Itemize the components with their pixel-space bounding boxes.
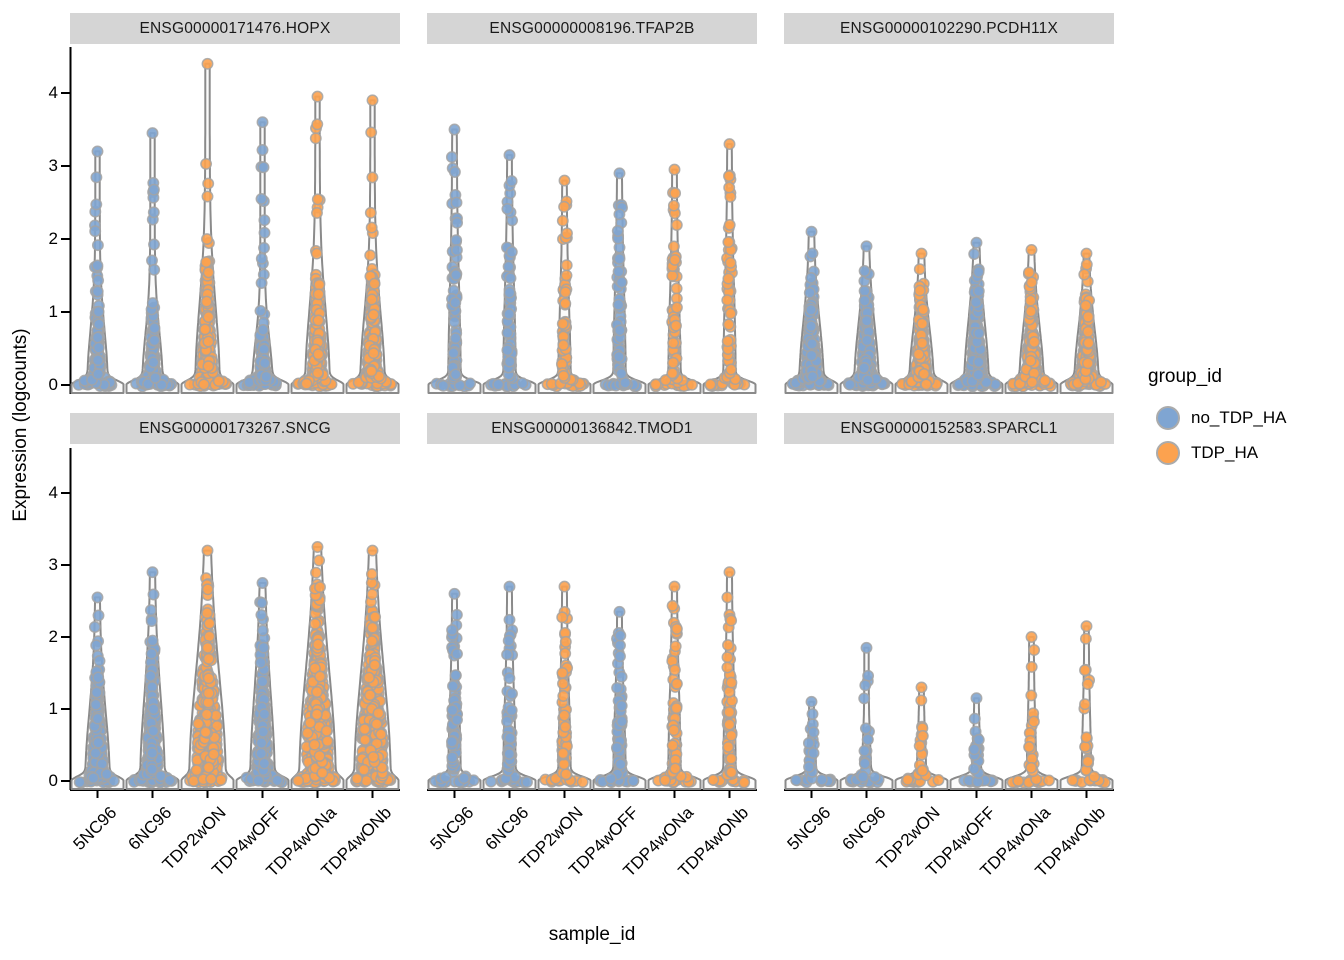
y-tick-label: 4 — [48, 83, 58, 102]
legend-item-no-tdp-ha: no_TDP_HA — [1148, 400, 1286, 435]
facet-title: ENSG00000008196.TFAP2B — [489, 19, 695, 37]
facet-strip: ENSG00000173267.SNCG — [70, 413, 400, 444]
facet-strip: ENSG00000102290.PCDH11X — [784, 13, 1114, 44]
facet-strip: ENSG00000136842.TMOD1 — [427, 413, 757, 444]
y-tick-label: 4 — [48, 483, 58, 502]
facet-strip: ENSG00000152583.SPARCL1 — [784, 413, 1114, 444]
facet-title: ENSG00000102290.PCDH11X — [839, 19, 1058, 37]
y-tick-label: 1 — [48, 699, 58, 718]
facet-strip: ENSG00000171476.HOPX — [70, 13, 400, 44]
x-axis-title: sample_id — [548, 924, 636, 945]
facet-title: ENSG00000171476.HOPX — [139, 19, 331, 37]
legend-item-label: TDP_HA — [1191, 442, 1259, 462]
facet-title: ENSG00000152583.SPARCL1 — [840, 419, 1058, 437]
y-tick-label: 3 — [48, 156, 58, 175]
facet-title: ENSG00000136842.TMOD1 — [491, 419, 693, 437]
legend-key-circle-orange — [1156, 440, 1180, 465]
y-tick-label: 1 — [48, 302, 58, 321]
legend-title: group_id — [1148, 366, 1222, 387]
y-tick-label: 3 — [48, 555, 58, 574]
legend: group_id no_TDP_HA TDP_HA — [1148, 366, 1286, 470]
y-tick-label: 2 — [48, 229, 58, 248]
facet-strip: ENSG00000008196.TFAP2B — [427, 13, 757, 44]
y-tick-label: 2 — [48, 627, 58, 646]
legend-key-circle-blue — [1156, 405, 1180, 430]
facet-title: ENSG00000173267.SNCG — [139, 419, 331, 437]
y-tick-label: 0 — [48, 771, 58, 790]
legend-item-label: no_TDP_HA — [1191, 407, 1287, 427]
y-tick-label: 0 — [48, 375, 58, 394]
legend-item-tdp-ha: TDP_HA — [1148, 435, 1286, 470]
